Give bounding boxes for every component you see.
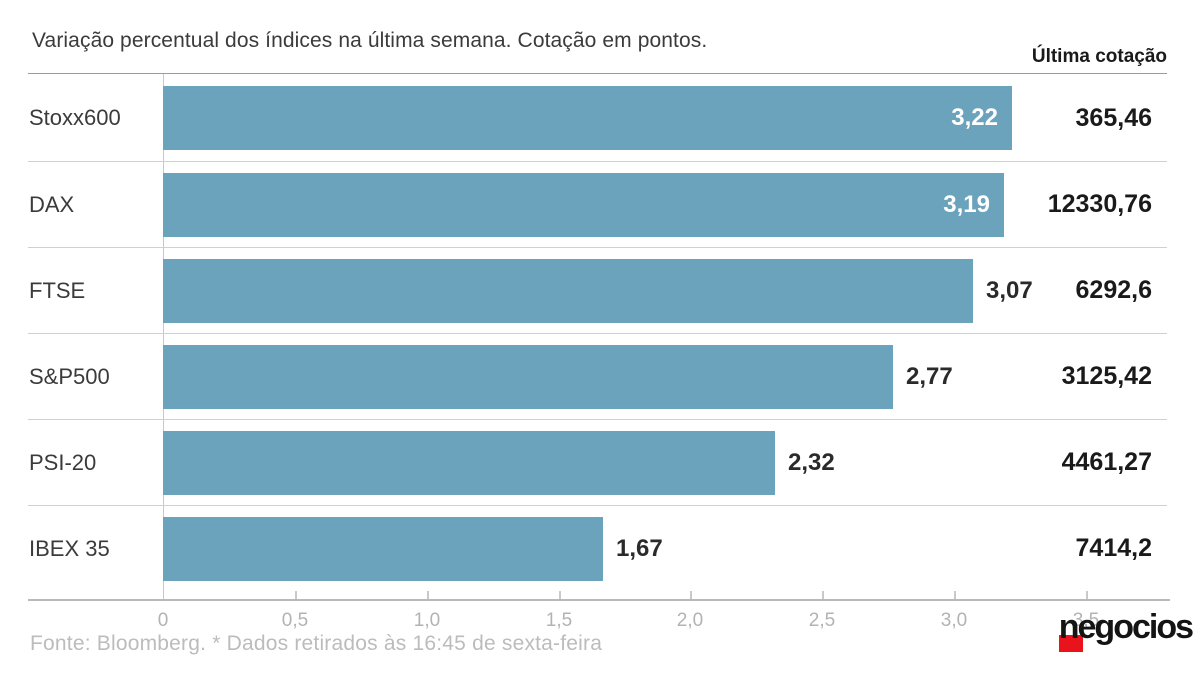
last-quote-value: 6292,6 xyxy=(1075,276,1152,304)
bar-value-label: 1,67 xyxy=(616,535,663,562)
x-axis-tick xyxy=(690,591,692,599)
logo-red-square xyxy=(1058,635,1083,652)
bar-row-dax: DAX 3,19 12330,76 xyxy=(28,161,1167,247)
bar-row-sp500: S&P500 2,77 3125,42 xyxy=(28,333,1167,419)
x-axis-tick xyxy=(954,591,956,599)
x-axis-tick-label: 3,5 xyxy=(1072,610,1100,631)
last-quote-value: 7414,2 xyxy=(1075,534,1152,562)
x-axis-tick-label: 3,0 xyxy=(940,610,968,631)
index-label: DAX xyxy=(29,191,75,217)
bar-value-label: 2,32 xyxy=(788,449,835,476)
x-axis-tick-label: 1,5 xyxy=(545,610,573,631)
last-quote-value: 365,46 xyxy=(1075,103,1152,132)
last-quote-value: 4461,27 xyxy=(1061,448,1152,476)
x-axis-line xyxy=(28,599,1170,601)
source-note: Fonte: Bloomberg. * Dados retirados às 1… xyxy=(30,632,603,655)
chart-title: Variação percentual dos índices na últim… xyxy=(32,29,708,52)
bar-row-stoxx600: Stoxx600 3,22 365,46 xyxy=(28,75,1167,161)
last-quote-value: 3125,42 xyxy=(1061,362,1152,390)
x-axis-tick xyxy=(1086,591,1088,599)
bar-value-label: 3,22 xyxy=(951,104,998,131)
x-axis-tick xyxy=(822,591,824,599)
x-axis-tick xyxy=(295,591,297,599)
x-axis-tick xyxy=(559,591,561,599)
bar-value-label: 3,07 xyxy=(986,277,1033,304)
last-quote-value: 12330,76 xyxy=(1047,190,1152,218)
bar-value-label: 3,19 xyxy=(943,191,990,218)
last-quote-column-header: Última cotação xyxy=(1031,46,1167,67)
bar-row-ibex35: IBEX 35 1,67 7414,2 xyxy=(28,505,1167,591)
index-label: Stoxx600 xyxy=(29,105,121,130)
x-axis-tick-label: 1,0 xyxy=(413,610,441,631)
bar-value-label: 2,77 xyxy=(906,363,953,390)
bar-row-psi20: PSI-20 2,32 4461,27 xyxy=(28,419,1167,505)
x-axis-tick-label: 0 xyxy=(157,610,169,631)
x-axis-tick xyxy=(427,591,429,599)
index-label: IBEX 35 xyxy=(29,535,110,561)
index-label: PSI-20 xyxy=(29,449,97,475)
bar xyxy=(163,259,973,323)
index-label: FTSE xyxy=(29,277,86,303)
x-axis-tick-label: 0,5 xyxy=(281,610,309,631)
bar xyxy=(163,86,1012,150)
x-axis-tick-label: 2,5 xyxy=(808,610,836,631)
index-label: S&P500 xyxy=(29,363,110,389)
bar-row-ftse: FTSE 3,07 6292,6 xyxy=(28,247,1167,333)
bar xyxy=(163,345,893,409)
negocios-logo: negocios xyxy=(1058,607,1194,655)
bar xyxy=(163,517,603,581)
x-axis-zero-line xyxy=(163,74,164,601)
bar xyxy=(163,173,1004,237)
header-divider xyxy=(28,73,1167,74)
bar xyxy=(163,431,775,495)
logo-wordmark: negocios xyxy=(1058,608,1194,646)
x-axis-tick-label: 2,0 xyxy=(676,610,704,631)
